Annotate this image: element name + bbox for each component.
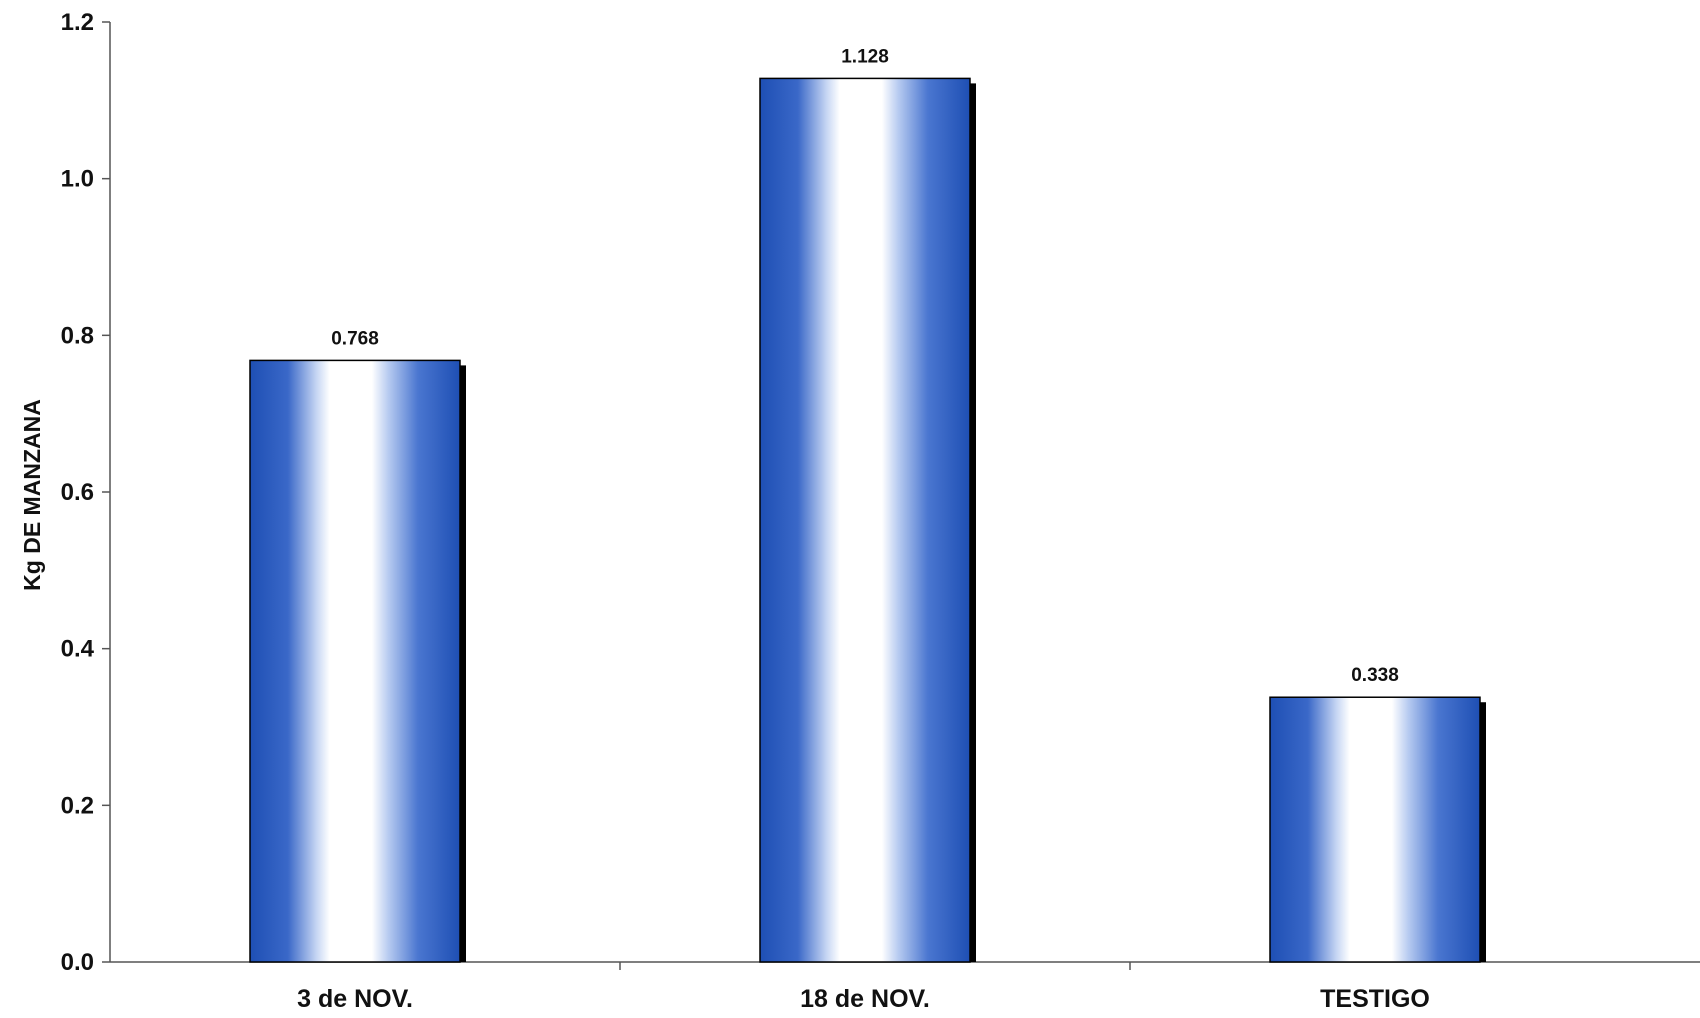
y-tick-label: 0.0: [61, 949, 94, 976]
bar-3: [1269, 696, 1481, 963]
y-tick-label: 0.8: [61, 322, 94, 349]
data-label: 0.338: [1351, 665, 1399, 686]
x-category-label: 3 de NOV.: [297, 985, 413, 1013]
x-category-label: 18 de NOV.: [800, 985, 930, 1013]
bar-2: [759, 77, 971, 963]
data-label: 1.128: [841, 46, 889, 67]
y-tick-label: 1.0: [61, 166, 94, 193]
x-category-label: TESTIGO: [1320, 985, 1430, 1013]
bar-1: [249, 359, 461, 963]
y-tick-label: 1.2: [61, 9, 94, 36]
data-label: 0.768: [331, 328, 379, 349]
y-tick-label: 0.2: [61, 792, 94, 819]
y-tick-label: 0.4: [61, 636, 95, 663]
y-axis-title: Kg DE MANZANA: [19, 399, 45, 591]
y-tick-label: 0.6: [61, 479, 94, 506]
